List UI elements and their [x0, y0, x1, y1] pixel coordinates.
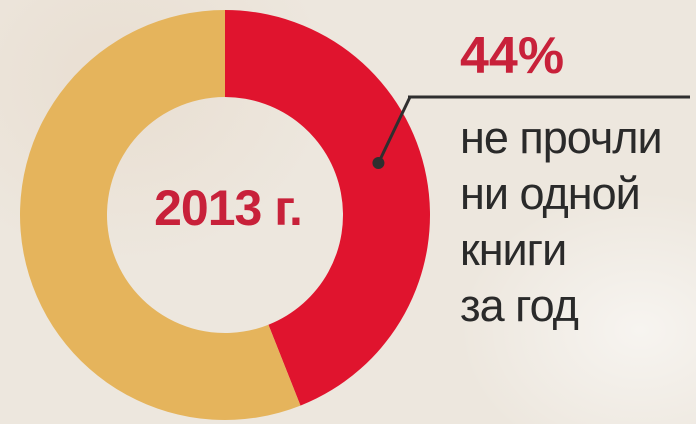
donut-slice-1 [225, 10, 431, 406]
annotation-leader-dot [372, 157, 385, 170]
annotation-line-3: книги [460, 224, 567, 275]
annotation-text: не прочли ни одной книги за год [460, 110, 692, 334]
donut-slice-2 [20, 10, 301, 420]
donut-slices [20, 10, 431, 420]
annotation-line-1: не прочли [460, 112, 663, 163]
center-year-label: 2013 г. [154, 180, 303, 236]
percent-data-label: 44% [460, 27, 565, 85]
annotation-leader-line [377, 96, 412, 164]
annotation-line-4: за год [460, 280, 579, 331]
annotation-line-2: ни одной [460, 168, 641, 219]
